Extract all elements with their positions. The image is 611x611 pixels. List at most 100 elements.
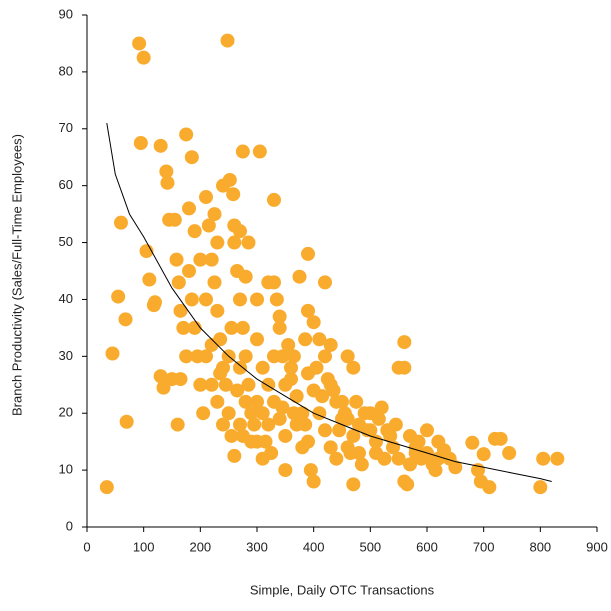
point [132, 36, 147, 51]
point [238, 349, 253, 364]
point [476, 447, 491, 462]
point [199, 190, 213, 205]
y-axis-label: Branch Productivity (Sales/Full-Time Emp… [9, 134, 24, 416]
point [207, 207, 222, 222]
point [264, 446, 279, 461]
point [332, 423, 347, 438]
point [250, 292, 264, 307]
point [272, 411, 287, 426]
point [220, 33, 235, 48]
point [247, 417, 262, 432]
point [227, 448, 242, 463]
point [354, 457, 369, 472]
y-tick-label: 80 [59, 63, 73, 78]
point [193, 252, 208, 267]
point [170, 417, 185, 432]
point [377, 451, 392, 466]
point [465, 435, 480, 450]
point [114, 215, 128, 230]
point [278, 428, 293, 443]
point [323, 337, 338, 352]
point [216, 417, 230, 432]
point [318, 275, 332, 290]
point [184, 150, 199, 165]
point [250, 394, 264, 409]
y-tick-label: 60 [59, 177, 73, 192]
x-tick-label: 500 [359, 539, 381, 554]
point [357, 406, 372, 421]
x-tick-label: 100 [133, 539, 155, 554]
point [550, 451, 565, 466]
point [267, 349, 281, 364]
x-tick-label: 600 [416, 539, 438, 554]
point [221, 406, 236, 421]
point [233, 417, 247, 432]
point [374, 400, 389, 415]
point [210, 303, 225, 318]
point [196, 406, 211, 421]
point [255, 360, 270, 375]
point [233, 360, 247, 375]
point [171, 275, 186, 290]
point [371, 411, 386, 426]
point [182, 201, 196, 216]
point [306, 315, 321, 330]
point [235, 428, 250, 443]
point [255, 406, 270, 421]
point [201, 218, 216, 233]
point [335, 394, 349, 409]
point [318, 349, 332, 364]
point [210, 235, 225, 250]
point [204, 337, 219, 352]
point [261, 417, 276, 432]
point [207, 275, 222, 290]
point [250, 332, 264, 347]
point [159, 164, 174, 179]
x-tick-label: 900 [586, 539, 608, 554]
point [275, 400, 290, 415]
point [199, 349, 213, 364]
point [298, 417, 313, 432]
y-tick-label: 0 [66, 518, 73, 533]
point [320, 372, 335, 387]
point [169, 252, 184, 267]
point [261, 275, 276, 290]
point [326, 383, 341, 398]
point [218, 377, 233, 392]
x-axis-label: Simple, Daily OTC Transactions [250, 582, 435, 597]
y-tick-label: 20 [59, 405, 73, 420]
point [536, 451, 551, 466]
point [473, 474, 488, 489]
point [230, 383, 245, 398]
point [224, 428, 239, 443]
point [309, 360, 324, 375]
point [337, 406, 352, 421]
point [301, 246, 315, 261]
point [301, 303, 315, 318]
point [261, 377, 276, 392]
point [391, 360, 406, 375]
point [286, 349, 301, 364]
point [235, 144, 250, 159]
point [369, 434, 383, 449]
point [329, 451, 344, 466]
point [306, 474, 321, 489]
point [133, 136, 148, 150]
point [493, 431, 508, 446]
x-tick-label: 700 [473, 539, 495, 554]
point [193, 377, 208, 392]
point [346, 477, 361, 492]
point [315, 389, 330, 404]
point [281, 337, 296, 352]
trend-line [106, 123, 552, 482]
point [119, 414, 134, 429]
point [397, 335, 412, 350]
point [292, 269, 307, 284]
point [179, 349, 194, 364]
point [227, 235, 242, 250]
point [153, 138, 168, 153]
point [431, 451, 446, 466]
point [204, 377, 219, 392]
point [267, 192, 281, 207]
